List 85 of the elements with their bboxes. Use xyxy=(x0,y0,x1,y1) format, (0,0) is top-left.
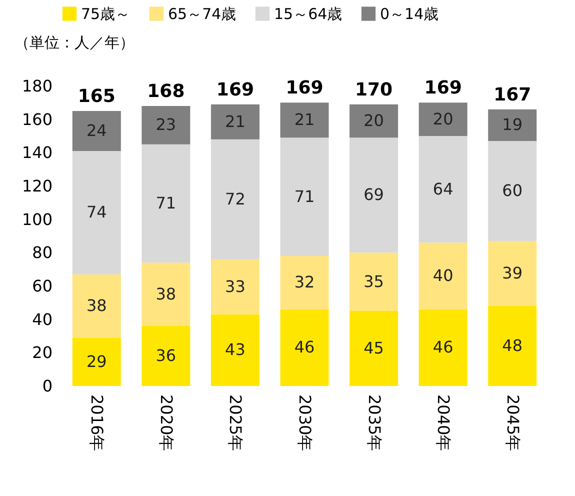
bar xyxy=(142,144,190,263)
data-label: 35 xyxy=(364,272,384,291)
x-tick-label: 2040年 xyxy=(434,394,454,452)
y-tick-label: 20 xyxy=(32,343,52,362)
data-label: 20 xyxy=(432,109,454,128)
bar xyxy=(418,242,468,310)
x-tick-label: 2016年 xyxy=(88,394,107,452)
bar xyxy=(488,141,537,241)
y-tick-label: 0 xyxy=(42,376,52,396)
y-tick-label: 100 xyxy=(22,210,52,229)
y-tick-label: 180 xyxy=(22,76,52,96)
data-label: 74 xyxy=(86,202,107,222)
bar xyxy=(418,102,468,136)
legend-label: 75歳～ xyxy=(81,4,130,23)
x-tick-label: 2020年 xyxy=(156,394,176,452)
bar xyxy=(280,309,329,386)
bar xyxy=(350,252,398,311)
bar xyxy=(72,111,121,151)
bar xyxy=(72,274,121,338)
bar xyxy=(142,262,190,326)
y-tick-label: 140 xyxy=(22,143,52,162)
x-tick-label: 2045年 xyxy=(503,394,522,452)
data-label: 64 xyxy=(432,179,454,198)
data-label: 38 xyxy=(86,296,107,315)
bar xyxy=(350,138,398,253)
data-label: 71 xyxy=(294,186,315,206)
bar xyxy=(210,259,260,314)
data-label: 24 xyxy=(86,121,107,140)
data-label: 69 xyxy=(364,185,384,204)
data-label: 71 xyxy=(156,194,176,212)
bar xyxy=(142,326,190,386)
y-axis-title: （単位：人／年） xyxy=(14,34,134,52)
data-label: 60 xyxy=(502,181,523,200)
bar xyxy=(280,256,329,310)
data-label: 19 xyxy=(502,115,523,134)
bar xyxy=(280,138,329,256)
total-label: 170 xyxy=(354,79,393,100)
x-tick-label: 2025年 xyxy=(226,394,246,452)
data-label: 36 xyxy=(156,346,176,365)
bar xyxy=(350,311,398,386)
data-label: 45 xyxy=(364,338,384,358)
bar xyxy=(418,309,468,386)
data-label: 43 xyxy=(225,340,246,360)
bar xyxy=(488,241,537,306)
data-label: 20 xyxy=(364,111,384,130)
data-label: 48 xyxy=(502,336,523,355)
total-label: 169 xyxy=(424,78,462,99)
bar xyxy=(72,151,121,274)
bar xyxy=(142,106,190,144)
bar xyxy=(210,314,260,386)
bar xyxy=(72,338,121,386)
y-tick-label: 80 xyxy=(32,243,52,262)
bar xyxy=(350,104,398,138)
data-label: 72 xyxy=(225,189,246,208)
data-label: 23 xyxy=(156,115,176,134)
y-tick-label: 120 xyxy=(22,176,52,196)
total-label: 165 xyxy=(78,86,116,107)
x-tick-label: 2030年 xyxy=(296,394,314,452)
legend-label: 0～14歳 xyxy=(380,4,439,23)
data-label: 21 xyxy=(225,112,246,131)
data-label: 40 xyxy=(432,266,454,285)
bar xyxy=(210,104,260,140)
y-tick-label: 160 xyxy=(22,110,52,129)
total-label: 169 xyxy=(216,79,254,100)
bar xyxy=(280,102,329,138)
bar xyxy=(488,306,537,386)
x-tick-label: 2035年 xyxy=(364,394,384,452)
data-label: 39 xyxy=(502,264,523,282)
data-label: 46 xyxy=(432,338,454,357)
total-label: 167 xyxy=(494,84,532,106)
data-label: 33 xyxy=(225,276,246,296)
data-label: 38 xyxy=(156,284,176,304)
total-label: 168 xyxy=(147,81,185,102)
y-tick-label: 60 xyxy=(32,276,52,296)
bar xyxy=(418,136,468,243)
bar xyxy=(210,139,260,260)
data-label: 29 xyxy=(86,352,107,371)
legend-label: 65～74歳 xyxy=(168,4,236,23)
bar xyxy=(488,109,537,141)
y-tick-label: 40 xyxy=(32,310,52,329)
legend-label: 15～64歳 xyxy=(274,4,342,23)
data-label: 32 xyxy=(294,272,315,292)
data-label: 21 xyxy=(294,110,315,130)
total-label: 169 xyxy=(286,78,324,99)
data-label: 46 xyxy=(294,338,315,357)
